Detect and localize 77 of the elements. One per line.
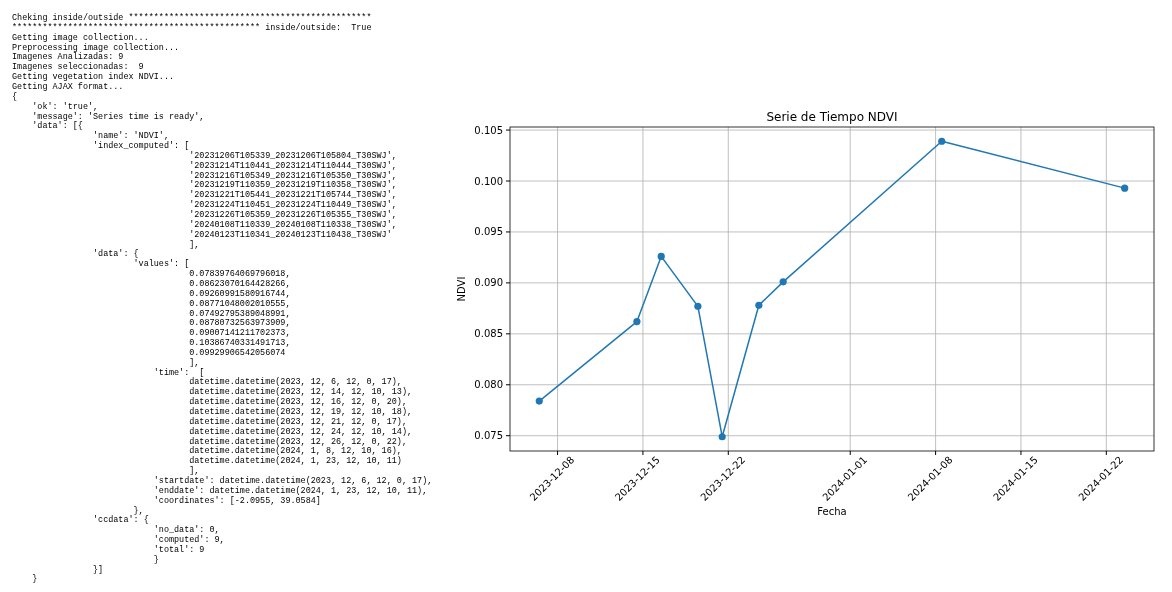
point	[535, 397, 543, 405]
text: datetime.datetime(2023, 12, 19, 12, 10, 18),	[12, 407, 413, 417]
text: datetime.datetime(2024, 1, 23, 12, 10, 11)	[12, 456, 402, 467]
text: 'ok': 'true',	[12, 101, 99, 112]
text: Getting image collection...	[12, 32, 149, 43]
text: ],	[12, 357, 200, 368]
text: 'coordinates': [-2.0955, 39.0584]	[12, 495, 321, 506]
y-tick-label: 0.100	[474, 175, 503, 187]
point	[657, 252, 665, 260]
text: 'index_computed': [	[12, 141, 190, 152]
text: '20240108T110339_20240108T110338_T30SWJ',	[12, 219, 397, 230]
text: datetime.datetime(2023, 12, 26, 12, 0, 22),	[12, 436, 407, 447]
text: 'enddate': datetime.datetime(2024, 1, 23, 12, 10, 11),	[12, 485, 428, 496]
text: datetime.datetime(2023, 12, 21, 12, 0, 17),	[12, 416, 407, 427]
text: '20231221T105441_20231221T105744_T30SWJ',	[12, 190, 397, 201]
text: 0.08771048002010555,	[12, 298, 291, 309]
text: 0.07839764069796018,	[12, 269, 291, 280]
point	[633, 318, 641, 326]
text: ************************************************* inside/outside: True	[12, 22, 372, 33]
text: datetime.datetime(2023, 12, 6, 12, 0, 17),	[12, 377, 402, 388]
y-tick-label: 0.105	[474, 124, 503, 136]
text: ],	[12, 239, 200, 250]
text: 'data': {	[12, 249, 139, 260]
text: ],	[12, 466, 200, 477]
text: 0.07492795389048991,	[12, 308, 291, 319]
text: datetime.datetime(2023, 12, 16, 12, 0, 20),	[12, 397, 407, 408]
text: }	[12, 554, 159, 565]
point	[1121, 184, 1129, 192]
text: '20231206T105339_20231206T105804_T30SWJ',	[12, 150, 397, 161]
text: 'message': 'Series time is ready',	[12, 111, 205, 122]
text: datetime.datetime(2023, 12, 14, 12, 10, 13),	[12, 387, 413, 398]
text: 'data': [{	[12, 121, 83, 132]
text: 'ccdata': {	[12, 515, 149, 526]
text: '20231219T110359_20231219T110358_T30SWJ',	[12, 180, 397, 191]
text: 0.08780732563973909,	[12, 318, 291, 329]
text: Cheking inside/outside ************************************************	[12, 13, 372, 23]
text: '20231214T110441_20231214T110444_T30SWJ',	[12, 160, 397, 171]
text: 0.09929906542056074	[12, 347, 286, 358]
text: Getting AJAX format...	[12, 81, 124, 92]
text: 0.09007141211702373,	[12, 328, 291, 339]
y-tick-label: 0.090	[474, 277, 503, 289]
text: 0.10386740331491713,	[12, 338, 291, 349]
text: 'total': 9	[12, 544, 205, 555]
text: Getting vegetation index NDVI...	[12, 72, 175, 83]
text: 'name': 'NDVI',	[12, 131, 169, 142]
text: datetime.datetime(2023, 12, 24, 12, 10, 14),	[12, 426, 413, 437]
text: 'startdate': datetime.datetime(2023, 12, 6, 12, 0, 17),	[12, 475, 433, 486]
text: 0.09260991580916744,	[12, 288, 291, 299]
y-tick-label: 0.085	[474, 328, 503, 340]
y-tick-label: 0.075	[474, 430, 503, 442]
text: {	[12, 91, 18, 102]
point	[779, 278, 787, 286]
y-axis-title: NDVI	[456, 276, 467, 302]
text: '20231216T105349_20231216T105350_T30SWJ',	[12, 170, 397, 181]
text: 'time': [	[12, 367, 205, 378]
text: }]	[12, 564, 104, 575]
y-tick-label: 0.095	[474, 226, 503, 238]
point	[755, 301, 763, 309]
text: },	[12, 505, 144, 516]
text: '20231224T110451_20231224T110449_T30SWJ',	[12, 200, 397, 211]
x-axis-title: Fecha	[817, 506, 847, 517]
y-tick-label: 0.080	[474, 379, 503, 391]
text: }	[12, 574, 38, 585]
text: '20240123T110341_20240123T110438_T30SWJ'	[12, 229, 392, 240]
text: 0.08623070164428266,	[12, 278, 291, 289]
text: 'values': [	[12, 259, 190, 270]
point	[938, 137, 946, 145]
chart-title: Serie de Tiempo NDVI	[766, 110, 898, 124]
text: Preprocessing image collection...	[12, 42, 180, 53]
text: 'computed': 9,	[12, 535, 225, 546]
text: datetime.datetime(2024, 1, 8, 12, 10, 16),	[12, 446, 402, 457]
point	[718, 433, 726, 441]
text: '20231226T105359_20231226T105355_T30SWJ',	[12, 210, 397, 220]
text: Imagenes Analizadas: 9	[12, 52, 124, 63]
point	[694, 302, 702, 310]
text: Imagenes seleccionadas: 9	[12, 62, 144, 73]
text: 'no_data': 0,	[12, 525, 220, 536]
